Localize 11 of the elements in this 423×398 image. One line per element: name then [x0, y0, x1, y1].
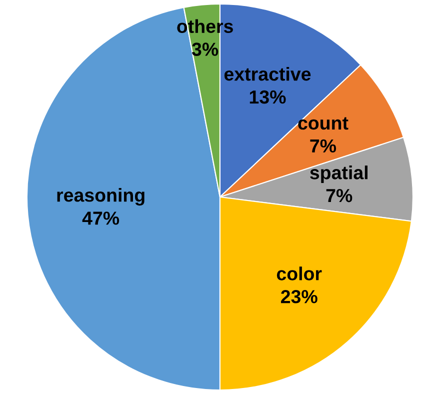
slice-label: color — [276, 266, 322, 280]
slice-label: reasoning — [57, 188, 144, 206]
data-label: 47% — [82, 212, 120, 225]
data-label: 3% — [192, 42, 218, 56]
slice-label: extractive — [224, 66, 311, 81]
data-label: 7% — [326, 189, 352, 202]
slice-label: spatial — [310, 166, 368, 184]
data-label: 7% — [310, 139, 336, 153]
slice-label: count — [298, 117, 348, 130]
data-label: 13% — [250, 90, 286, 104]
data-label: 23% — [280, 290, 318, 304]
